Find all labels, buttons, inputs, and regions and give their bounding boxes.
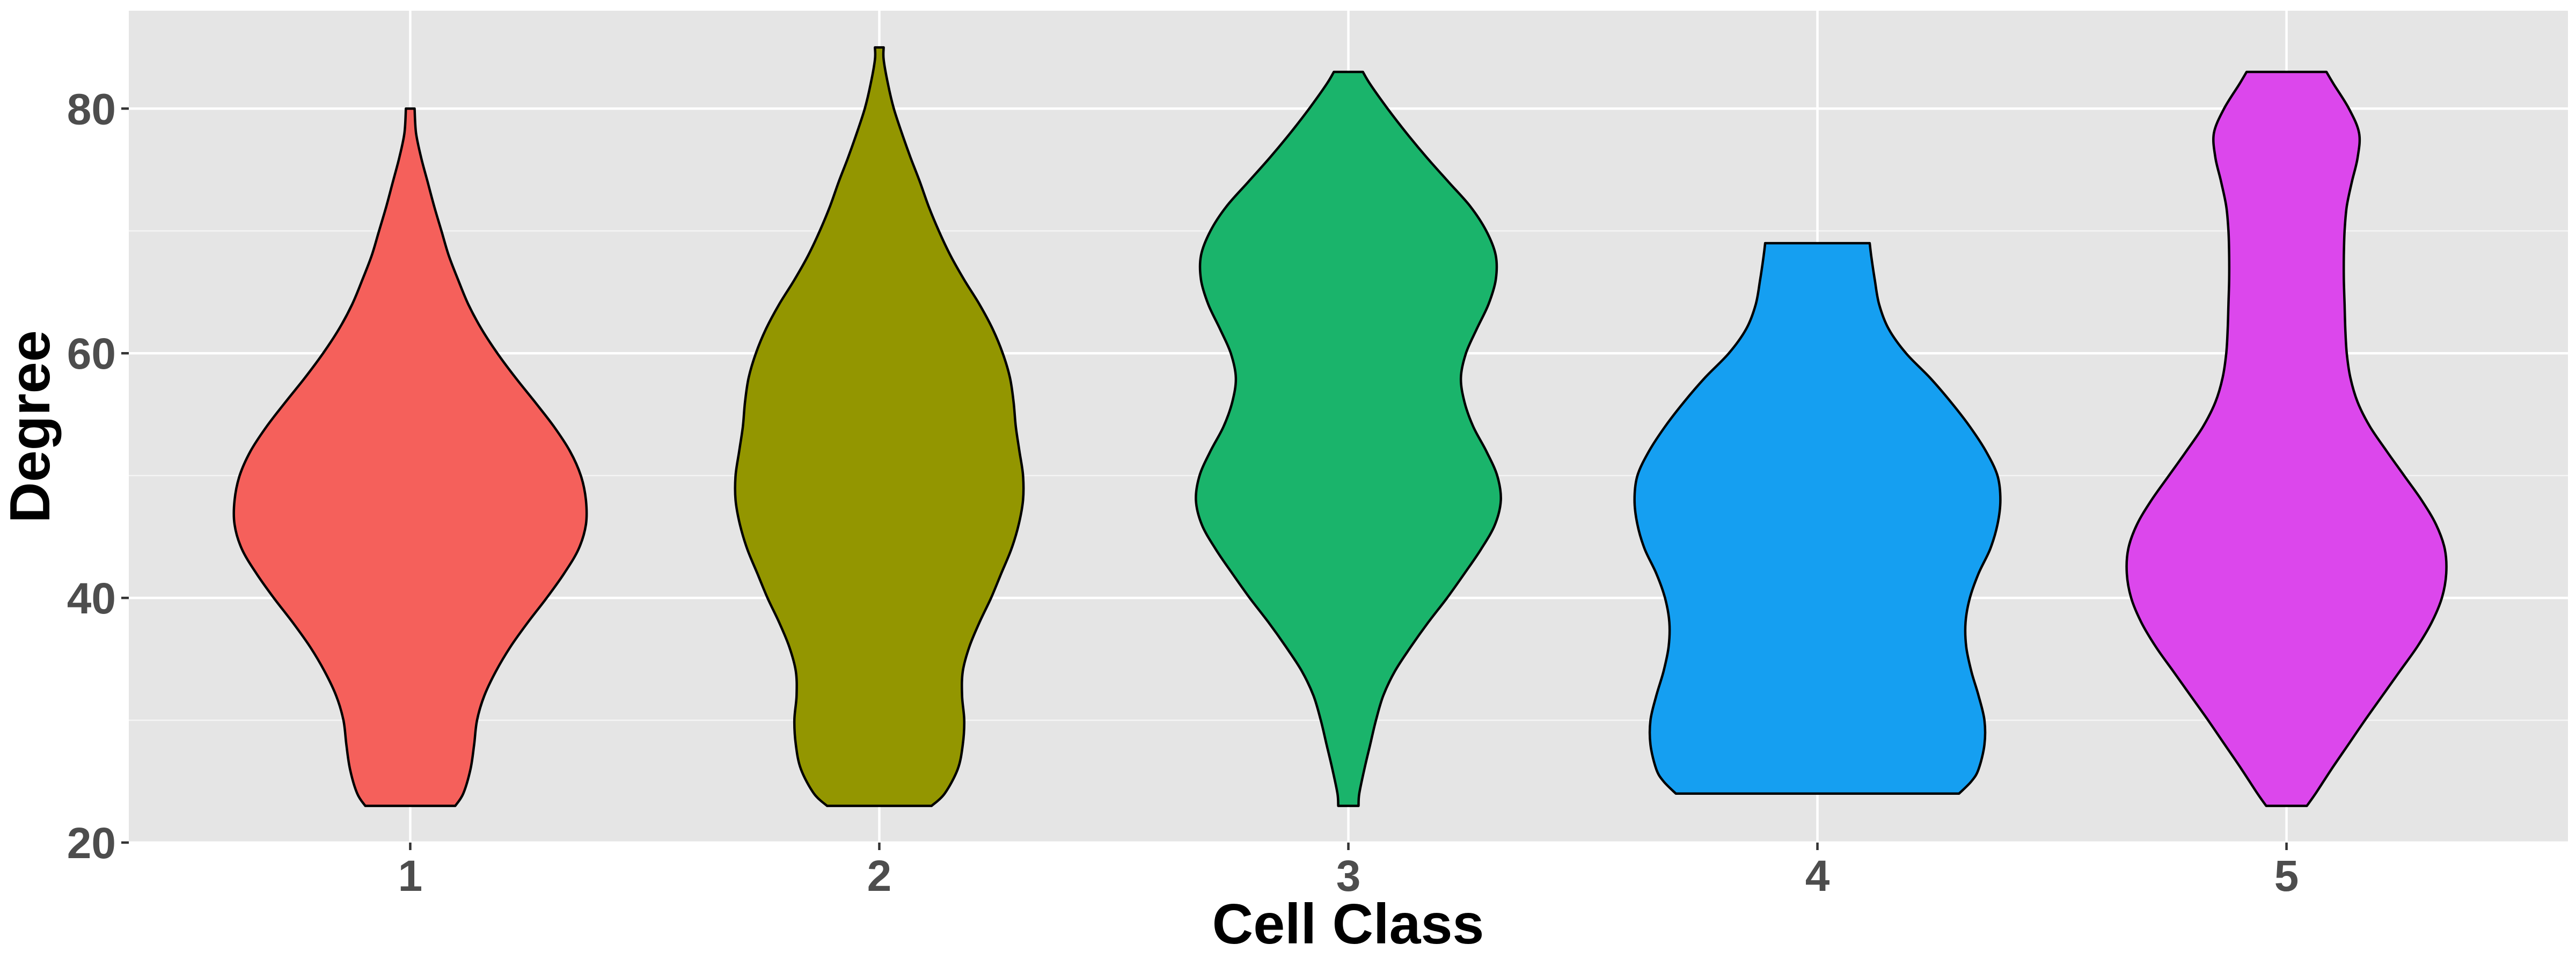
violin-class-5 <box>2125 70 2448 807</box>
y-axis-title: Degree <box>0 330 62 523</box>
violin-class-3 <box>1195 70 1502 807</box>
violin-class-2 <box>734 46 1025 807</box>
y-tick-label: 80 <box>67 85 116 134</box>
x-axis-title: Cell Class <box>1212 892 1484 956</box>
x-tick-label: 1 <box>398 852 423 901</box>
x-tick-label: 4 <box>1805 852 1830 901</box>
x-tick-label: 5 <box>2274 852 2299 901</box>
x-tick-label: 3 <box>1336 852 1361 901</box>
y-axis: 20 40 60 80 <box>67 85 129 868</box>
x-axis: 1 2 3 4 5 <box>398 843 2299 901</box>
y-tick-label: 60 <box>67 330 116 378</box>
violin-class-1 <box>232 107 588 807</box>
x-tick-label: 2 <box>867 852 892 901</box>
violins <box>232 46 2448 807</box>
y-tick-label: 20 <box>67 819 116 868</box>
y-tick-label: 40 <box>67 574 116 623</box>
violin-class-4 <box>1633 241 2002 795</box>
